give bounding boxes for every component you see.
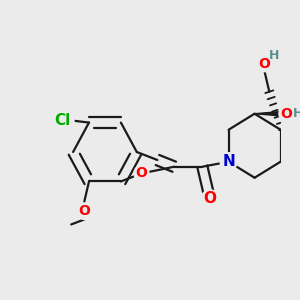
Circle shape — [279, 106, 294, 122]
Circle shape — [134, 165, 149, 182]
Text: O: O — [280, 107, 292, 121]
Text: O: O — [259, 57, 271, 71]
Text: H: H — [292, 107, 300, 120]
Text: Cl: Cl — [55, 113, 71, 128]
Circle shape — [52, 109, 74, 133]
Text: O: O — [136, 167, 147, 180]
Text: O: O — [78, 204, 90, 218]
Text: H: H — [269, 49, 279, 62]
Circle shape — [257, 56, 272, 72]
Text: N: N — [222, 154, 235, 169]
Polygon shape — [255, 111, 285, 116]
Circle shape — [77, 203, 92, 219]
Circle shape — [220, 153, 237, 171]
Text: O: O — [203, 191, 216, 206]
Circle shape — [201, 190, 218, 208]
